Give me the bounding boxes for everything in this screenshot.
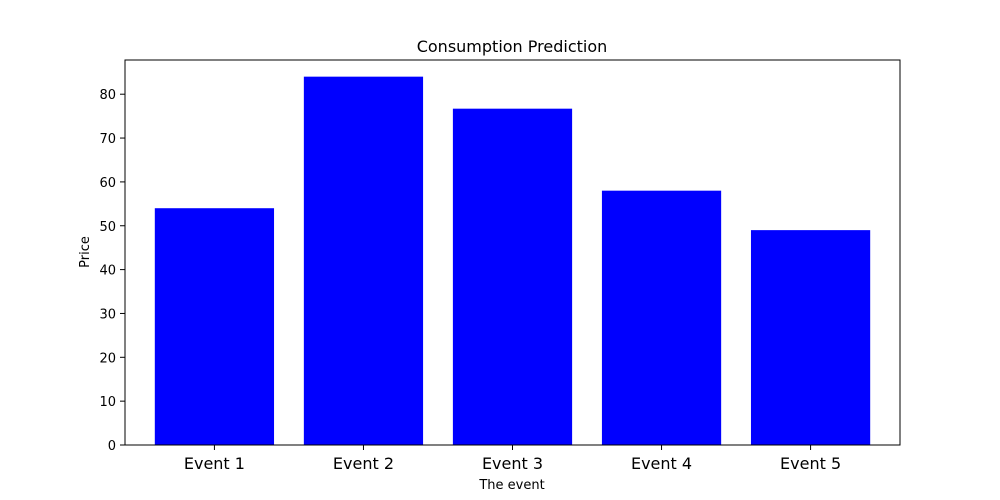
x-axis-label: The event (478, 478, 544, 493)
x-axis-ticks: Event 1 Event 2 Event 3 Event 4 Event 5 (184, 445, 841, 473)
y-tick-label: 0 (108, 439, 116, 454)
x-tick-label: Event 1 (184, 454, 245, 473)
bar-1 (154, 208, 275, 445)
bar-4 (601, 190, 722, 445)
y-tick-label: 30 (99, 307, 116, 322)
bar-5 (750, 230, 871, 445)
x-tick-label: Event 2 (333, 454, 394, 473)
bars-group (154, 76, 871, 445)
plot-frame (124, 59, 901, 446)
x-tick-label: Event 3 (482, 454, 543, 473)
y-axis-ticks: 0 10 20 30 40 50 60 70 80 (99, 88, 125, 454)
x-tick-label: Event 4 (631, 454, 692, 473)
bar-2 (303, 76, 424, 445)
y-tick-label: 50 (99, 220, 116, 235)
x-tick-label: Event 5 (780, 454, 841, 473)
y-tick-label: 20 (99, 351, 116, 366)
y-tick-label: 60 (99, 176, 116, 191)
bar-3 (452, 108, 573, 445)
y-tick-label: 10 (99, 395, 116, 410)
chart-title: Consumption Prediction (417, 37, 608, 56)
y-tick-label: 40 (99, 264, 116, 279)
y-tick-label: 80 (99, 88, 116, 103)
y-axis-label: Price (78, 236, 93, 268)
y-tick-label: 70 (99, 132, 116, 147)
